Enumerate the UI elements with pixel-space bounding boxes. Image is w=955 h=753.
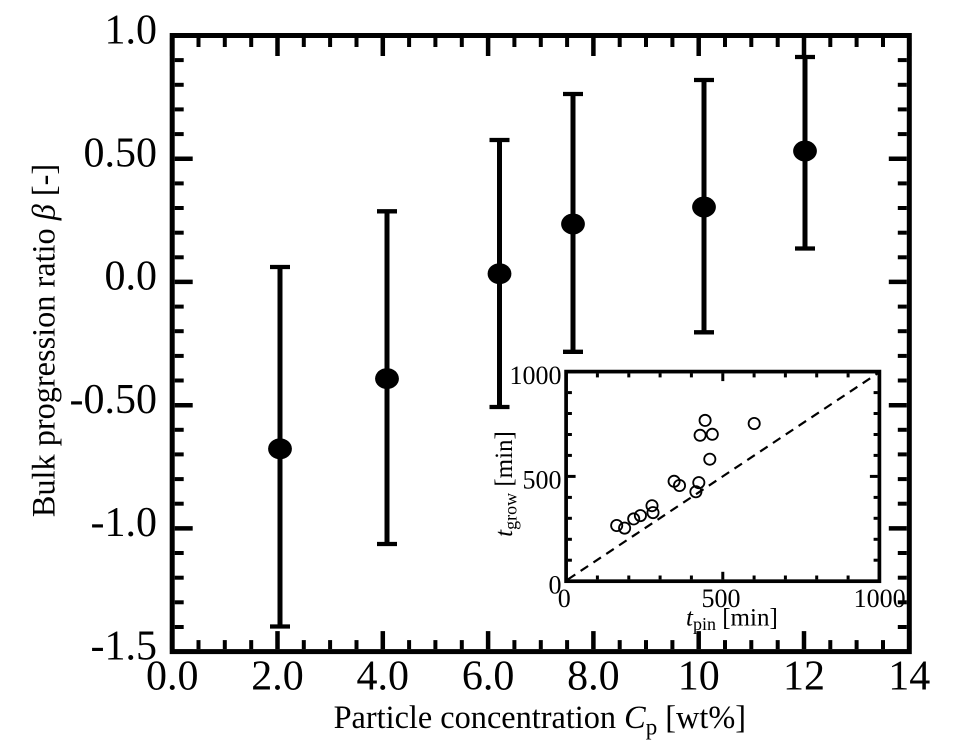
svg-text:0: 0: [549, 571, 562, 600]
svg-text:-1.5: -1.5: [91, 623, 158, 669]
svg-text:2.0: 2.0: [251, 653, 304, 699]
svg-text:Particle concentration Cp [wt%: Particle concentration Cp [wt%]: [334, 699, 746, 740]
svg-text:8.0: 8.0: [567, 653, 620, 699]
svg-text:0: 0: [558, 584, 571, 613]
svg-text:0.0: 0.0: [146, 653, 199, 699]
svg-text:tpin [min]: tpin [min]: [686, 605, 778, 635]
svg-text:14: 14: [888, 653, 930, 699]
svg-text:1.0: 1.0: [105, 7, 158, 53]
svg-text:tgrow [min]: tgrow [min]: [491, 431, 521, 537]
svg-text:10: 10: [678, 653, 720, 699]
svg-text:-1.0: -1.0: [91, 500, 158, 546]
svg-text:4.0: 4.0: [357, 653, 410, 699]
svg-text:0.50: 0.50: [84, 131, 158, 177]
svg-text:1000: 1000: [510, 361, 562, 390]
svg-text:0.0: 0.0: [105, 254, 158, 300]
svg-text:1000: 1000: [854, 584, 906, 613]
svg-text:500: 500: [702, 584, 741, 613]
svg-text:500: 500: [523, 466, 562, 495]
svg-text:Bulk progression ratio β [-]: Bulk progression ratio β [-]: [26, 164, 62, 517]
svg-text:12: 12: [783, 653, 825, 699]
svg-text:-0.50: -0.50: [70, 377, 158, 423]
svg-text:6.0: 6.0: [462, 653, 515, 699]
